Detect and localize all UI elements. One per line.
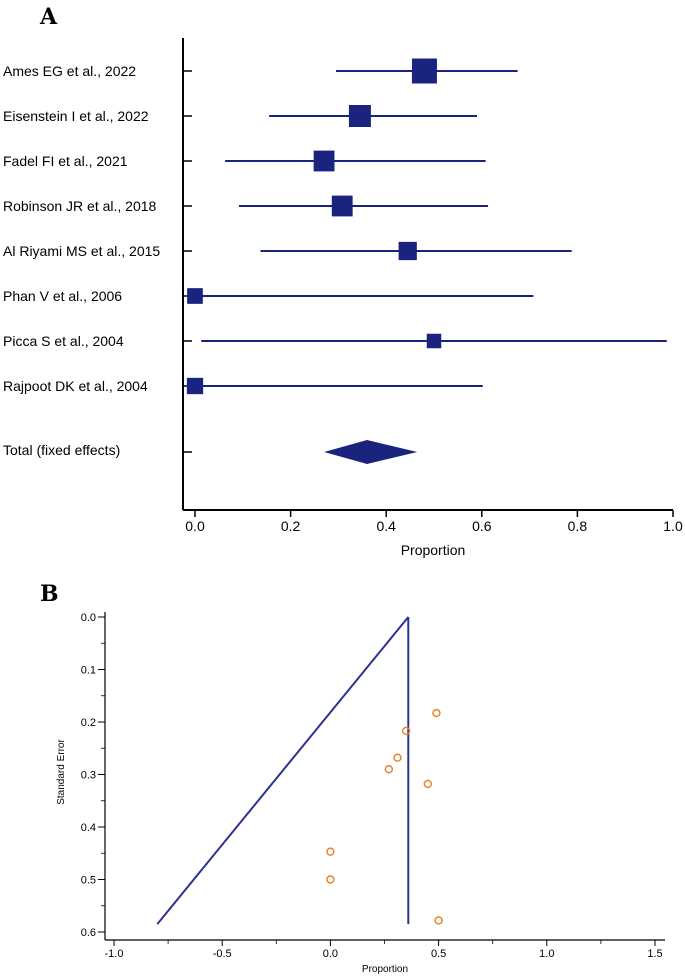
funnel-y-tick-label: 0.0	[81, 612, 96, 624]
pooled-diamond	[324, 440, 418, 464]
estimate-marker	[398, 241, 417, 261]
panel-b-label: B	[40, 581, 59, 607]
funnel-left-boundary	[156, 616, 410, 925]
funnel-x-tick-label: -1.0	[105, 948, 124, 960]
funnel-y-axis-title: Standard Error	[56, 739, 67, 805]
estimate-marker	[187, 288, 203, 304]
total-label: Total (fixed effects)	[3, 442, 120, 458]
funnel-y-tick-label: 0.5	[81, 875, 96, 887]
study-label: Eisenstein I et al., 2022	[3, 108, 149, 124]
study-point	[401, 726, 411, 736]
forest-x-tick-label: 0.0	[185, 518, 205, 534]
estimate-marker	[331, 195, 353, 217]
funnel-y-tick-label: 0.4	[81, 822, 96, 834]
funnel-y-tick-label: 0.1	[81, 665, 96, 677]
funnel-x-tick-label: 1.0	[539, 948, 554, 960]
study-point	[393, 753, 402, 762]
funnel-x-tick-label: 0.5	[431, 948, 446, 960]
study-point	[326, 847, 335, 856]
forest-x-axis-title: Proportion	[401, 542, 466, 558]
study-point	[326, 875, 335, 884]
funnel-x-tick-label: -0.5	[213, 948, 232, 960]
estimate-marker	[313, 150, 335, 172]
study-point	[384, 765, 394, 774]
funnel-x-tick-label: 1.5	[647, 948, 662, 960]
estimate-marker	[348, 105, 371, 127]
study-label: Robinson JR et al., 2018	[3, 198, 157, 214]
forest-x-tick-label: 0.2	[281, 518, 301, 534]
study-label: Phan V et al., 2006	[3, 288, 122, 304]
study-point	[423, 779, 432, 789]
funnel-y-tick-label: 0.3	[81, 770, 96, 782]
forest-x-tick-label: 0.8	[568, 518, 588, 534]
funnel-plot: B -1.0 -0.5 0.0 0.5 1.0 1.5 0.0 0.1 0.2 0.3 0.4 0.…	[40, 581, 665, 975]
forest-x-tick-label: 0.6	[472, 518, 492, 534]
panel-a-label: A	[39, 4, 58, 30]
estimate-marker	[411, 58, 437, 84]
study-point	[434, 916, 443, 925]
study-label: Al Riyami MS et al., 2015	[3, 243, 160, 259]
study-label: Ames EG et al., 2022	[3, 63, 136, 79]
funnel-x-tick-label: 0.0	[323, 948, 338, 960]
funnel-x-axis-title: Proportion	[362, 964, 408, 975]
study-label: Rajpoot DK et al., 2004	[3, 378, 148, 394]
funnel-y-tick-label: 0.2	[81, 717, 96, 729]
funnel-y-tick-label: 0.6	[81, 927, 96, 939]
forest-x-tick-label: 0.4	[376, 518, 396, 534]
study-label: Picca S et al., 2004	[3, 333, 124, 349]
study-label: Fadel FI et al., 2021	[3, 153, 128, 169]
estimate-marker	[186, 377, 204, 395]
forest-plot: A Ames EG et al., 2022 Eisenstein I et al…	[3, 4, 683, 558]
estimate-marker	[426, 333, 442, 349]
study-point	[432, 708, 441, 718]
forest-x-tick-label: 1.0	[663, 518, 683, 534]
